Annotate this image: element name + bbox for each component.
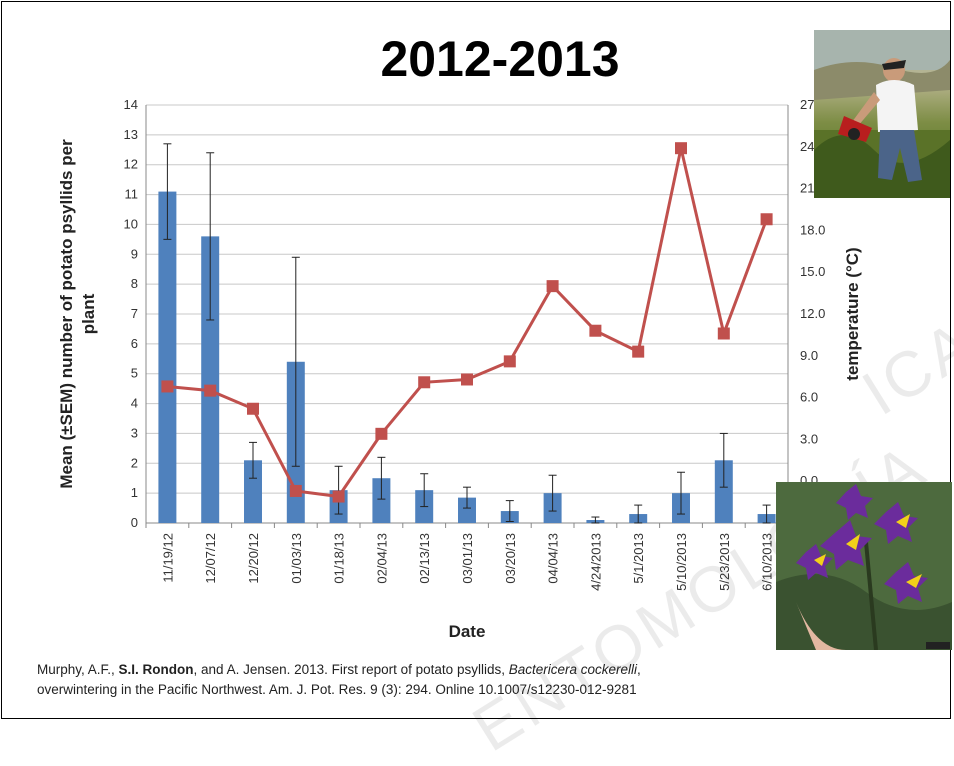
x-tick-label: 5/10/2013 — [674, 533, 689, 591]
y2-tick-label: 18.0 — [800, 222, 825, 237]
temperature-point — [204, 384, 217, 397]
temperature-line — [167, 147, 769, 499]
bar — [372, 478, 391, 523]
temperature-point — [332, 490, 345, 503]
x-tick-label: 03/01/13 — [460, 533, 475, 584]
y-tick-label: 13 — [124, 127, 138, 142]
y-tick-label: 0 — [131, 515, 138, 530]
x-tick-label: 4/24/2013 — [588, 533, 603, 591]
y-tick-label: 8 — [131, 276, 138, 291]
y-tick-label: 10 — [124, 216, 138, 231]
temperature-point — [375, 427, 388, 440]
y2-tick-label: 12.0 — [800, 306, 825, 321]
x-tick-label: 04/04/13 — [546, 533, 561, 584]
temperature-point — [418, 376, 431, 389]
photo-person-sampling-icon — [814, 30, 950, 198]
y2-axis-title: temperature (°C) — [843, 247, 862, 380]
photo-purple-flowers-icon — [776, 482, 952, 650]
y-tick-label: 12 — [124, 157, 138, 172]
temperature-point — [675, 142, 687, 155]
bar — [714, 460, 733, 523]
citation-comma: , — [637, 662, 641, 677]
temperature-point — [161, 380, 174, 393]
x-tick-label: 01/18/13 — [332, 533, 347, 584]
bar — [158, 191, 177, 524]
x-tick-label: 12/07/12 — [203, 533, 218, 584]
temperature-point — [247, 402, 259, 415]
nightshade-flower-photo — [776, 482, 952, 650]
y-tick-label: 9 — [131, 246, 138, 261]
y2-tick-label: 6.0 — [800, 390, 818, 405]
x-tick-label: 6/10/2013 — [760, 533, 775, 591]
y2-tick-label: 9.0 — [800, 348, 818, 363]
temperature-point — [461, 373, 473, 386]
y2-tick-label: 3.0 — [800, 431, 818, 446]
temperature-point — [503, 355, 516, 368]
temperature-point — [546, 280, 559, 293]
y2-tick-label: 27 — [800, 97, 814, 112]
y-tick-label: 4 — [131, 396, 138, 411]
temperature-point — [289, 484, 302, 497]
citation: Murphy, A.F., S.I. Rondon, and A. Jensen… — [37, 660, 641, 700]
y-tick-label: 7 — [131, 306, 138, 321]
x-tick-label: 01/03/13 — [289, 533, 304, 584]
x-tick-label: 5/23/2013 — [717, 533, 732, 591]
y-axis-title-line: Mean (±SEM) number of potato psyllids pe… — [57, 139, 76, 489]
y-tick-label: 3 — [131, 425, 138, 440]
citation-line-1: Murphy, A.F., S.I. Rondon, and A. Jensen… — [37, 660, 641, 680]
temperature-point — [717, 327, 730, 340]
y2-tick-label: 15.0 — [800, 264, 825, 279]
y-tick-label: 5 — [131, 366, 138, 381]
x-tick-label: 02/04/13 — [374, 533, 389, 584]
y-tick-label: 1 — [131, 485, 138, 500]
citation-title: , and A. Jensen. 2013. First report of p… — [193, 662, 509, 677]
y-axis-title: Mean (±SEM) number of potato psyllids pe… — [57, 139, 98, 489]
slide-title: 2012-2013 — [380, 31, 620, 87]
y-axis-title-line: plant — [79, 293, 98, 334]
x-tick-label: 02/13/13 — [417, 533, 432, 584]
x-tick-label: 11/19/12 — [160, 533, 175, 583]
x-axis-title: Date — [449, 622, 486, 641]
bar — [201, 236, 220, 523]
y-tick-label: 14 — [124, 97, 138, 112]
temperature-point — [589, 324, 602, 337]
temperature-point — [632, 345, 645, 358]
x-tick-label: 5/1/2013 — [631, 533, 646, 584]
bar — [458, 497, 476, 523]
citation-highlight-author: S.I. Rondon — [118, 662, 194, 677]
y-tick-label: 2 — [131, 455, 138, 470]
x-tick-label: 12/20/12 — [246, 533, 261, 584]
chart: 01234567891011121314-3.00.03.06.09.012.0… — [57, 97, 862, 641]
citation-authors: Murphy, A.F., — [37, 662, 119, 677]
y-tick-label: 6 — [131, 336, 138, 351]
citation-line-2: overwintering in the Pacific Northwest. … — [37, 682, 637, 697]
bar — [244, 460, 262, 523]
y-tick-label: 11 — [125, 187, 139, 202]
x-tick-label: 03/20/13 — [503, 533, 518, 584]
temperature-point — [760, 213, 773, 226]
citation-species: Bactericera cockerelli — [508, 662, 638, 677]
person-vacuum-sampling-photo — [814, 30, 950, 198]
